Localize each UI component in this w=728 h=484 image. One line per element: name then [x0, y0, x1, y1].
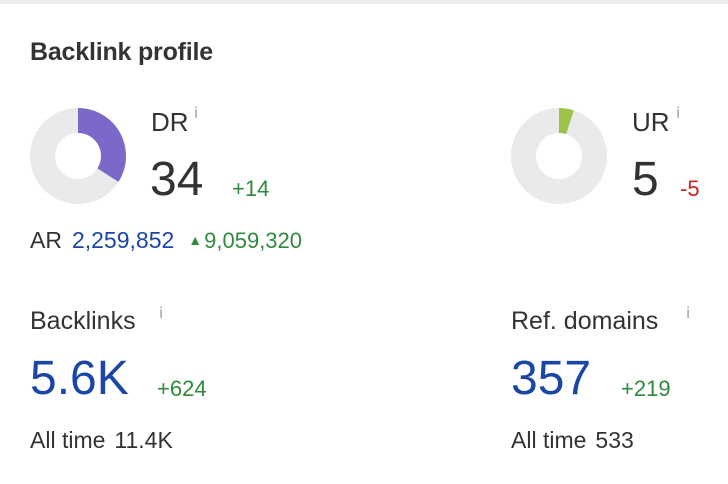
- backlinks-all-time-row: All time 11.4K: [30, 427, 173, 454]
- ar-value[interactable]: 2,259,852: [71, 227, 175, 253]
- backlinks-info-icon[interactable]: i: [159, 304, 164, 322]
- dr-donut-arc: [30, 108, 126, 204]
- ref-domains-all-time-label: All time: [511, 427, 587, 453]
- backlinks-value[interactable]: 5.6K: [30, 352, 129, 405]
- backlinks-change: +624: [157, 376, 207, 401]
- dr-donut-chart: [30, 108, 126, 204]
- backlinks-all-time-label: All time: [30, 427, 106, 453]
- ur-donut-svg: [511, 108, 607, 204]
- ur-info-icon[interactable]: i: [676, 104, 681, 122]
- dr-donut-svg: [30, 108, 126, 204]
- up-arrow-icon: ▲: [188, 232, 203, 248]
- backlinks-all-time-value: 11.4K: [114, 427, 173, 453]
- dr-info-icon[interactable]: i: [194, 104, 199, 122]
- ur-donut-arc: [511, 108, 607, 204]
- ar-label: AR: [30, 227, 62, 253]
- ur-value: 5: [632, 153, 659, 206]
- backlinks-label: Backlinks: [30, 307, 136, 335]
- ur-label: UR: [632, 107, 670, 137]
- ar-change: 9,059,320: [204, 228, 303, 253]
- ur-donut-chart: [511, 108, 607, 204]
- ur-change: -5: [680, 176, 700, 201]
- dr-value: 34: [150, 153, 204, 206]
- ref-domains-all-time-row: All time 533: [511, 427, 634, 454]
- ref-domains-change: +219: [621, 376, 671, 401]
- card-title: Backlink profile: [30, 38, 213, 66]
- ref-domains-value[interactable]: 357: [511, 352, 592, 405]
- dr-change: +14: [232, 176, 270, 201]
- ref-domains-info-icon[interactable]: i: [686, 304, 691, 322]
- top-divider: [0, 0, 728, 4]
- ref-domains-label: Ref. domains: [511, 307, 659, 335]
- ref-domains-all-time-value: 533: [595, 427, 634, 453]
- dr-label: DR: [151, 107, 189, 137]
- ar-row: AR 2,259,852 ▲9,059,320: [30, 227, 302, 254]
